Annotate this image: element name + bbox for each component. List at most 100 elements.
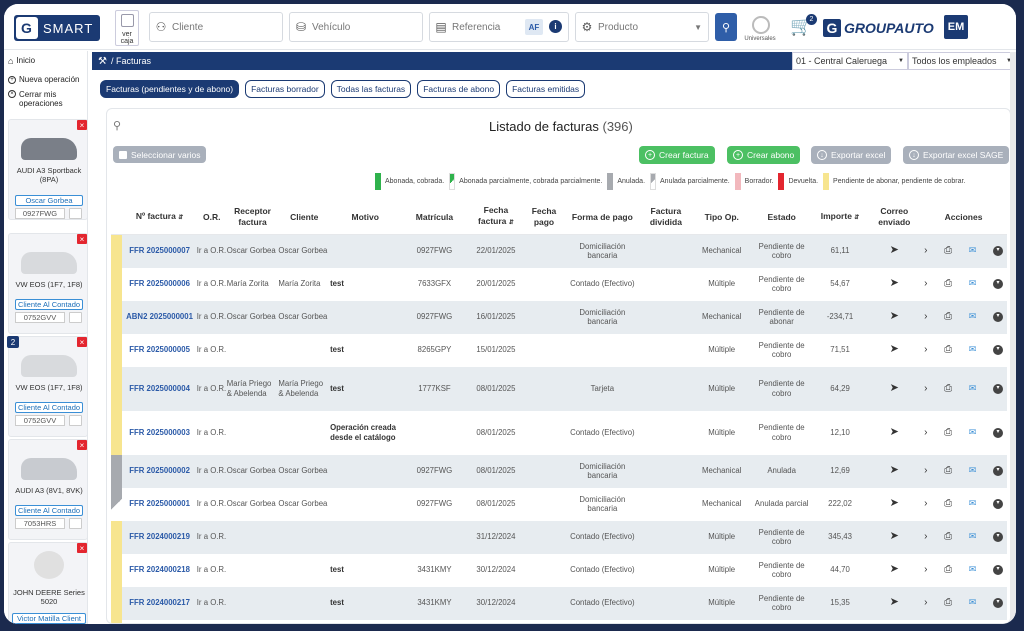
mail-icon[interactable]: ✉ [968,465,977,476]
cell-or-link[interactable]: Ir a O.R. [196,366,227,411]
cell-or-link[interactable]: Ir a O.R. [196,234,227,268]
vehicle-card[interactable]: × AUDI A3 Sportback (8PA) Oscar Gorbea 0… [8,119,88,220]
chevron-right-icon[interactable]: › [924,531,928,543]
close-icon[interactable]: × [77,543,87,553]
cell-invoice-number[interactable]: FFR 2024000218 [122,553,197,587]
mail-icon[interactable]: ✉ [968,382,977,393]
vehicle-card[interactable]: × JOHN DEERE Series 5020 Victor Matilla … [8,542,88,624]
cell-or-link[interactable]: Ir a O.R. [196,520,227,554]
close-icon[interactable]: × [77,440,87,450]
table-row[interactable]: FFR 2025000004 Ir a O.R. María Priego & Ab… [111,366,1007,411]
cell-invoice-number[interactable]: FFR 2025000007 [122,234,197,268]
print-icon[interactable]: ⎙ [944,465,953,477]
cell-or-link[interactable]: Ir a O.R. [196,553,227,587]
more-dropdown-icon[interactable]: ▾ [992,383,1003,394]
table-row[interactable]: VictorVictor [111,619,1007,623]
cell-or-link[interactable]: Ir a O.R. [196,410,227,455]
copy-icon[interactable] [69,415,82,426]
chevron-right-icon[interactable]: › [924,564,928,576]
more-dropdown-icon[interactable]: ▾ [992,427,1003,438]
sidebar-item-inicio[interactable]: ⌂ Inicio [4,54,87,67]
sidebar-item-nueva-operacion[interactable]: + Nueva operación [4,73,87,86]
info-icon[interactable]: i [549,20,562,33]
export-excel-button[interactable]: ↓ Exportar excel [811,146,892,164]
product-search-field[interactable]: ⚙ Producto ▼ [575,12,709,42]
column-header[interactable]: Fecha factura ⇵ [468,201,524,235]
table-row[interactable]: ABN2 2025000001 Ir a O.R. Oscar Gorbea Osca… [111,300,1007,334]
store-select[interactable]: 01 - Central Caleruega ▼ [792,52,908,70]
table-row[interactable]: FFR 2025000006 Ir a O.R. María Zorita María… [111,267,1007,301]
send-icon[interactable]: ➤ [889,596,899,609]
chevron-right-icon[interactable]: › [924,311,928,323]
cell-invoice-number[interactable]: FFR 2025000003 [122,410,197,455]
vehicle-card[interactable]: × VW EOS (1F7, 1F8) Cliente Al Contado 0… [8,336,88,437]
more-dropdown-icon[interactable]: ▾ [992,246,1003,256]
mail-icon[interactable]: ✉ [968,311,977,322]
table-row[interactable]: FFR 2025000007 Ir a O.R. Oscar Gorbea Oscar… [111,234,1007,268]
mail-icon[interactable]: ✉ [968,245,977,256]
print-icon[interactable]: ⎙ [944,278,953,290]
user-avatar[interactable]: EM [944,15,968,39]
more-dropdown-icon[interactable]: ▾ [992,466,1003,476]
vehicle-client[interactable]: Oscar Gorbea [15,195,83,206]
send-icon[interactable]: ➤ [889,425,899,438]
print-icon[interactable]: ⎙ [944,311,953,323]
copy-icon[interactable] [69,312,82,323]
sort-icon[interactable]: ⇵ [178,214,184,221]
cell-invoice-number[interactable]: FFR 2025000002 [122,454,197,488]
column-header[interactable]: Importe ⇵ [811,201,869,235]
send-icon[interactable]: ➤ [889,381,899,394]
cell-invoice-number[interactable]: FFR 2025000005 [122,333,197,367]
mail-icon[interactable]: ✉ [968,344,977,355]
vehicle-card[interactable]: × AUDI A3 (8V1, 8VK) Cliente Al Contado … [8,439,88,540]
vehicle-client[interactable]: Victor Matilla Client [12,613,86,624]
cell-or-link[interactable]: Ir a O.R. [196,267,227,301]
chevron-right-icon[interactable]: › [924,245,928,257]
cell-invoice-number[interactable]: FFR 2025000004 [122,366,197,411]
print-icon[interactable]: ⎙ [944,531,953,543]
cell-or-link[interactable]: Ir a O.R. [196,586,227,620]
close-icon[interactable]: × [77,234,87,244]
close-icon[interactable]: × [77,337,87,347]
send-icon[interactable]: ➤ [889,563,899,576]
print-icon[interactable]: ⎙ [944,382,953,394]
mail-icon[interactable]: ✉ [968,531,977,542]
close-icon[interactable]: × [77,120,87,130]
table-row[interactable]: FFR 2024000217 Ir a O.R. test 3431KMY 30/12/… [111,586,1007,620]
table-row[interactable]: FFR 2025000001 Ir a O.R. Oscar Gorbea Oscar… [111,487,1007,521]
search-button[interactable]: ⚲ [715,13,737,41]
ver-caja-button[interactable]: ver caja [115,10,139,46]
chevron-right-icon[interactable]: › [924,597,928,609]
column-header[interactable]: Nº factura ⇵ [122,201,197,235]
create-credit-button[interactable]: + Crear abono [727,146,801,164]
chevron-right-icon[interactable]: › [924,498,928,510]
tab-pendientes[interactable]: Facturas (pendientes y de abono) [100,80,240,98]
table-row[interactable]: FFR 2025000005 Ir a O.R. test 8265GPY 15/01/… [111,333,1007,367]
cell-or-link[interactable]: Ir a O.R. [196,333,227,367]
vehicle-client[interactable]: Cliente Al Contado [15,299,83,310]
more-dropdown-icon[interactable]: ▾ [992,532,1003,542]
table-row[interactable]: FFR 2025000003 Ir a O.R. Operación creada … [111,410,1007,455]
more-dropdown-icon[interactable]: ▾ [992,565,1003,575]
client-search-field[interactable]: ⚇ Cliente [149,12,283,42]
print-icon[interactable]: ⎙ [944,344,953,356]
more-dropdown-icon[interactable]: ▾ [992,279,1003,289]
send-icon[interactable]: ➤ [889,530,899,543]
table-row[interactable]: FFR 2024000218 Ir a O.R. test 3431KMY 30/12/… [111,553,1007,587]
more-dropdown-icon[interactable]: ▾ [992,598,1003,608]
af-badge[interactable]: AF [525,19,543,35]
print-icon[interactable]: ⎙ [944,426,953,438]
more-dropdown-icon[interactable]: ▾ [992,312,1003,322]
send-icon[interactable]: ➤ [889,277,899,290]
cell-invoice-number[interactable]: ABN2 2025000001 [122,300,197,334]
table-row[interactable]: FFR 2024000219 Ir a O.R. 31/12/2024 Contado… [111,520,1007,554]
app-logo[interactable]: G SMART [14,15,100,41]
mail-icon[interactable]: ✉ [968,278,977,289]
vehicle-client[interactable]: Cliente Al Contado [15,505,83,516]
vehicle-search-field[interactable]: ⛁ Vehículo [289,12,423,42]
sort-icon[interactable]: ⇵ [854,214,860,221]
print-icon[interactable]: ⎙ [944,597,953,609]
more-dropdown-icon[interactable]: ▾ [992,345,1003,355]
vehicle-card[interactable]: × VW EOS (1F7, 1F8) Cliente Al Contado 0… [8,233,88,334]
sidebar-item-cerrar-operaciones[interactable]: × Cerrar mis operaciones [4,90,87,112]
